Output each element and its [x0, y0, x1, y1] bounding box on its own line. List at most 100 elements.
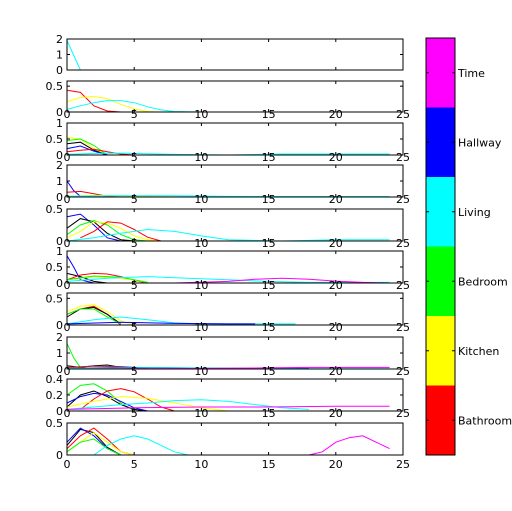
x-tick-label: 15 [262, 151, 276, 164]
series-line-4 [66, 221, 162, 242]
x-tick-label: 10 [194, 458, 208, 471]
series-line-7 [67, 277, 390, 284]
colorbar-segment-bathroom [426, 385, 455, 455]
series-line-2 [66, 218, 135, 242]
series-line-1 [66, 136, 108, 156]
colorbar-segment-kitchen [426, 316, 455, 386]
x-tick-label: 5 [131, 279, 138, 292]
x-tick-label: 15 [262, 237, 276, 250]
subplot-5: 0 5 10 15 20 25 0 0.5 [46, 203, 411, 250]
x-tick-label: 20 [329, 151, 343, 164]
x-tick-label: 0 [64, 151, 71, 164]
x-tick-label: 20 [329, 193, 343, 206]
y-tick-label: 0.4 [46, 373, 64, 386]
x-tick-label: 15 [262, 108, 276, 121]
x-tick-label: 25 [396, 193, 410, 206]
colorbar-label: Bathroom [458, 414, 512, 427]
x-tick-label: 25 [396, 407, 410, 420]
series-line-2 [66, 190, 121, 198]
x-tick-label: 0 [64, 108, 71, 121]
x-tick-label: 10 [194, 151, 208, 164]
x-tick-label: 5 [131, 108, 138, 121]
plot-area [67, 423, 403, 455]
x-tick-label: 0 [64, 407, 71, 420]
x-tick-label: 10 [194, 321, 208, 334]
y-tick-label: 1 [56, 347, 63, 360]
plot-area [67, 123, 403, 155]
x-tick-label: 20 [329, 407, 343, 420]
y-tick-label: 1 [56, 49, 63, 62]
x-tick-label: 15 [262, 193, 276, 206]
series-line-6 [66, 321, 256, 325]
y-tick-label: 0 [56, 191, 63, 204]
series-line-5 [66, 275, 148, 283]
plot-area [67, 293, 403, 325]
plot-area [67, 209, 403, 241]
subplot-10: 0 5 10 15 20 25 0 0.5 [46, 417, 411, 471]
plot-area [67, 81, 403, 112]
plot-area [67, 39, 403, 70]
x-tick-label: 20 [329, 458, 343, 471]
x-tick-label: 10 [194, 237, 208, 250]
series-line-4 [66, 308, 122, 325]
y-tick-label: 1 [56, 175, 63, 188]
y-tick-label: 2 [56, 33, 63, 46]
x-tick-label: 0 [64, 193, 71, 206]
plot-area [67, 337, 403, 369]
y-tick-label: 0.5 [46, 133, 64, 146]
series-line-1 [66, 213, 121, 242]
colorbar-segment-living [426, 177, 455, 247]
x-tick-label: 5 [131, 237, 138, 250]
series-line-5 [66, 438, 122, 456]
y-tick-label: 0 [56, 319, 63, 332]
x-tick-label: 15 [262, 458, 276, 471]
colorbar-segment-bedroom [426, 246, 455, 316]
series-line-6 [66, 276, 390, 283]
x-tick-label: 10 [194, 407, 208, 420]
x-tick-label: 25 [396, 458, 410, 471]
series-line-5 [66, 148, 135, 156]
y-tick-label: 0 [56, 449, 63, 462]
x-tick-label: 25 [396, 321, 410, 334]
y-tick-label: 0.5 [46, 292, 64, 305]
plot-area [67, 165, 403, 197]
colorbar-label: Time [457, 67, 485, 80]
x-tick-label: 25 [396, 151, 410, 164]
x-tick-label: 5 [131, 365, 138, 378]
colorbar-label: Kitchen [458, 345, 499, 358]
x-tick-label: 5 [131, 193, 138, 206]
y-tick-label: 2 [56, 331, 63, 344]
x-tick-label: 0 [64, 279, 71, 292]
x-tick-label: 15 [262, 279, 276, 292]
y-tick-label: 0 [56, 106, 63, 119]
axes-frame [66, 208, 404, 242]
series-line-6 [66, 152, 390, 156]
series-line-5 [66, 396, 229, 412]
series-line-6 [66, 228, 390, 242]
x-tick-label: 20 [329, 237, 343, 250]
x-tick-label: 20 [329, 279, 343, 292]
series-line-2 [66, 304, 135, 326]
colorbar: Time Hallway Living Bedroom Kitchen Bathroom [425, 37, 512, 456]
y-tick-label: 0.2 [46, 389, 64, 402]
axes-frame [66, 80, 404, 113]
x-tick-label: 0 [64, 458, 71, 471]
series-line-6 [93, 435, 189, 456]
series-line-7 [308, 435, 390, 456]
x-tick-label: 15 [262, 407, 276, 420]
x-tick-label: 15 [262, 365, 276, 378]
x-tick-label: 20 [329, 321, 343, 334]
axes-frame [66, 422, 404, 456]
series-line-6 [66, 399, 309, 410]
y-tick-label: 0 [56, 149, 63, 162]
x-tick-label: 0 [64, 365, 71, 378]
series-line-1 [66, 255, 95, 284]
axes-frame [66, 292, 404, 326]
x-tick-label: 20 [329, 365, 343, 378]
